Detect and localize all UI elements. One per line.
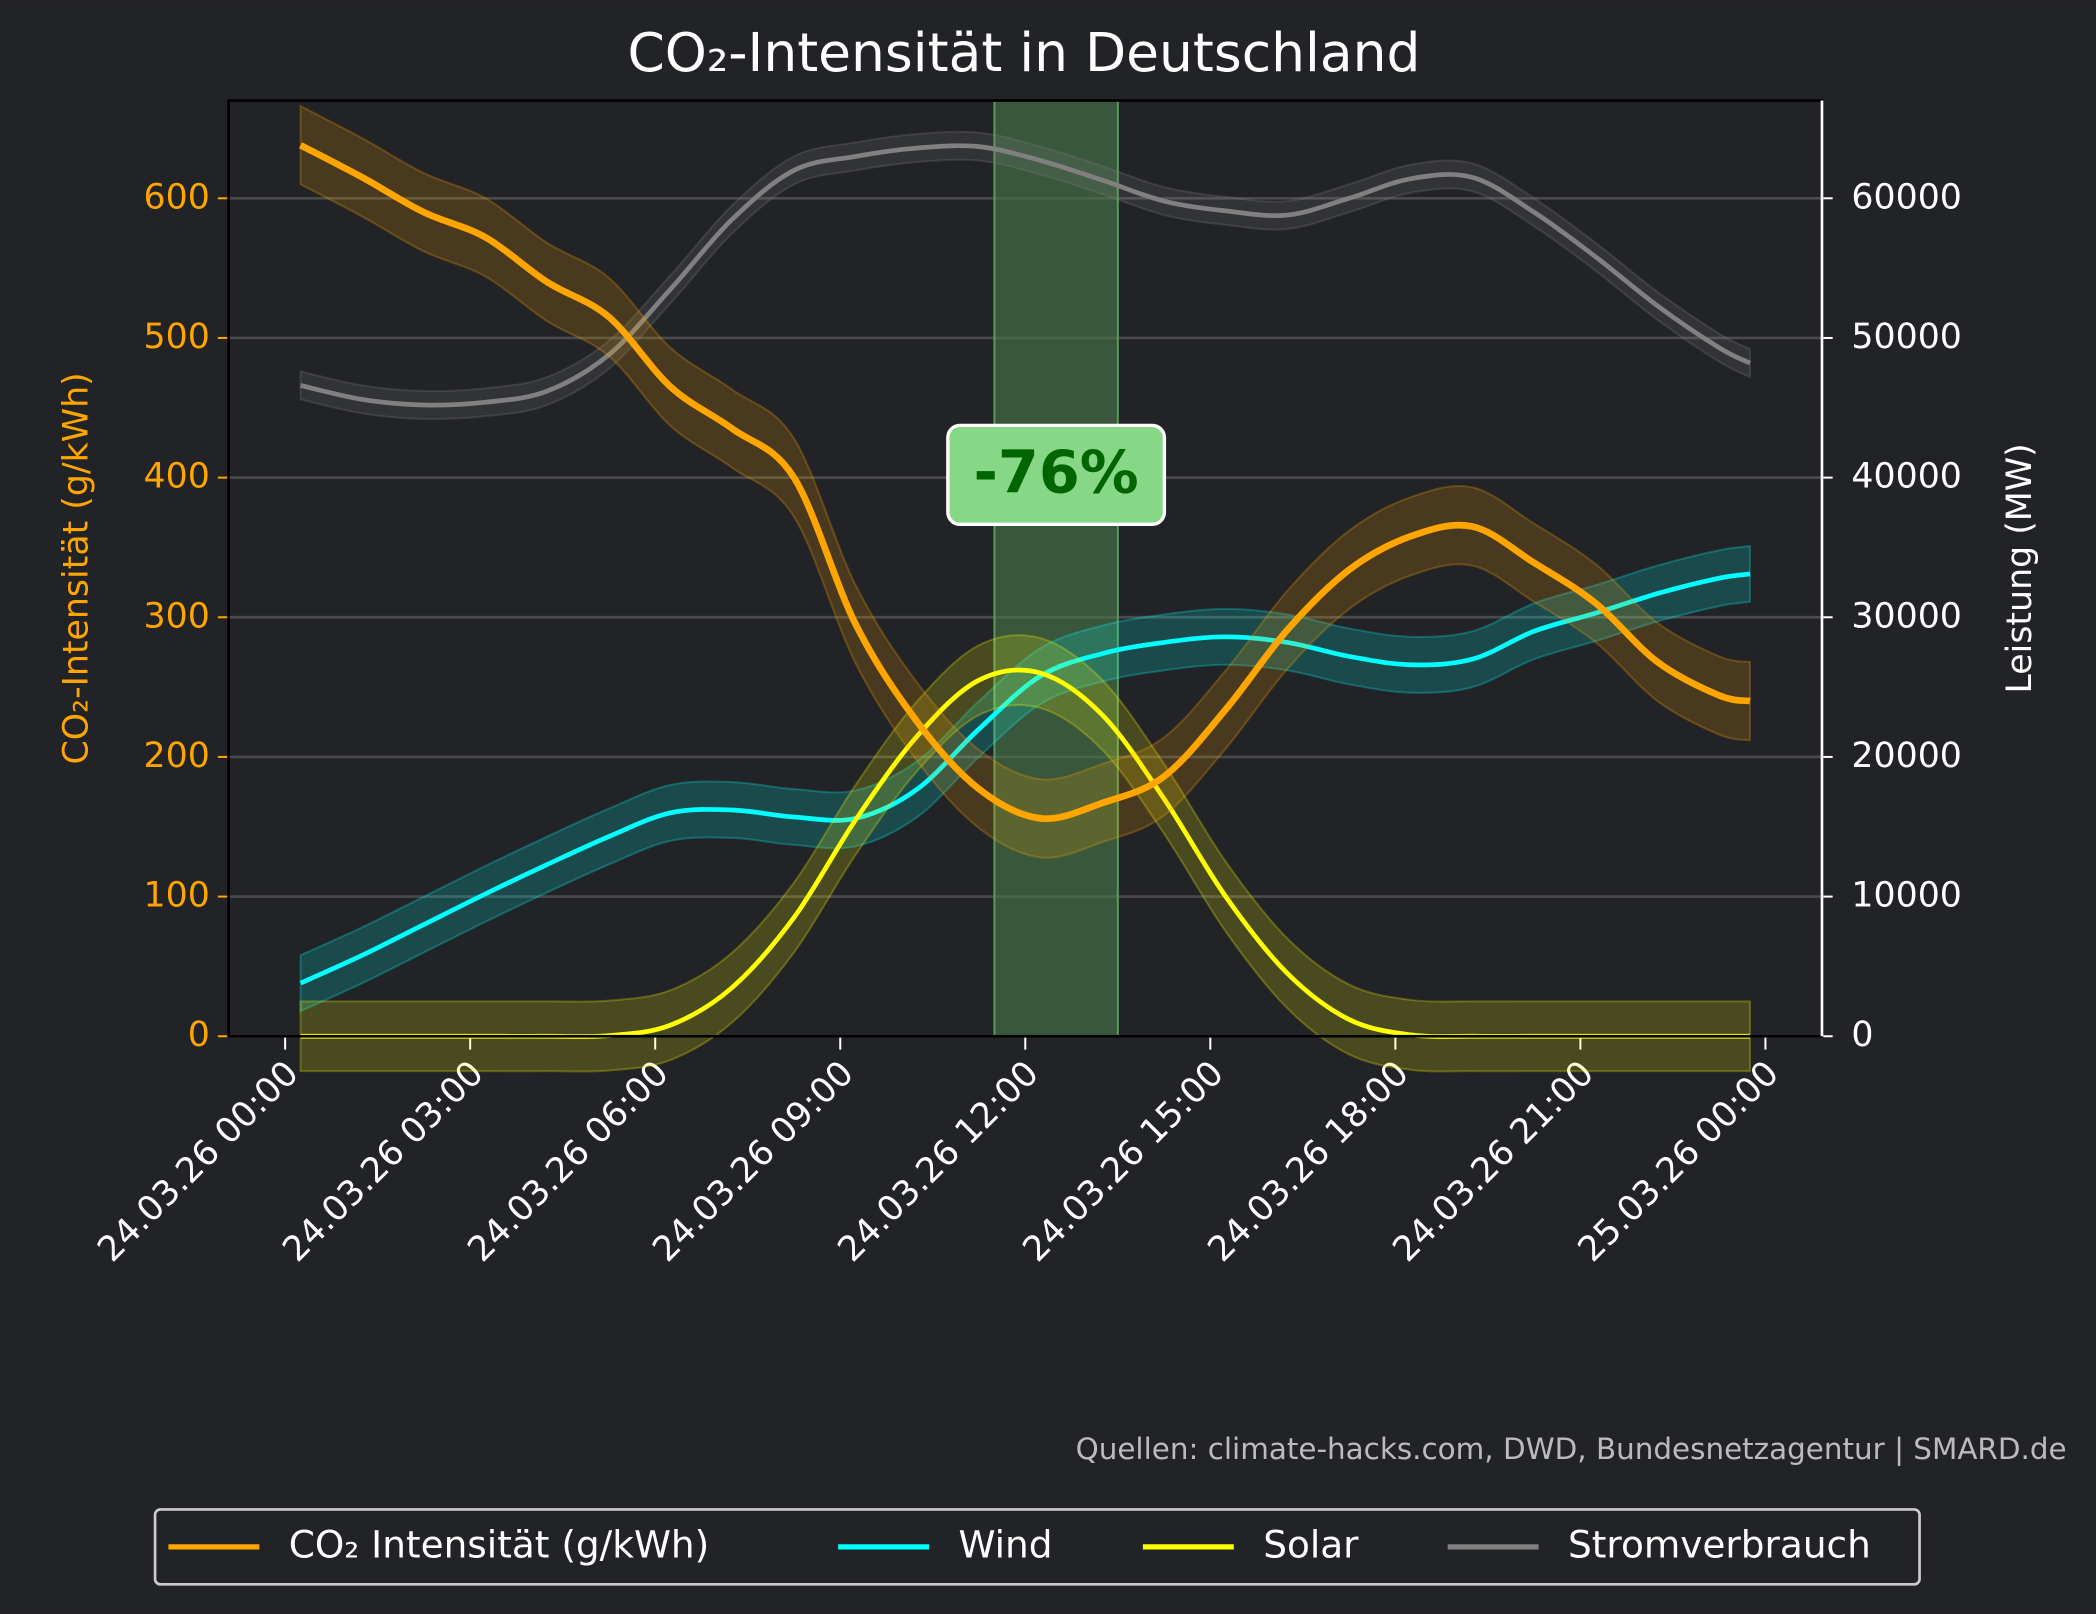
legend-label: Stromverbrauch — [1568, 1522, 1871, 1566]
y2-tick-label: 60000 — [1851, 177, 1962, 217]
series-line — [299, 571, 1751, 986]
annotation-box — [946, 423, 1167, 526]
y-tick-label: 100 — [144, 876, 210, 916]
y-tick-label: 300 — [144, 596, 210, 636]
uncertainty-band — [299, 130, 1752, 421]
y2-tick-label: 10000 — [1851, 876, 1962, 916]
legend-label: Solar — [1263, 1522, 1359, 1566]
chart-title: CO₂-Intensität in Deutschland — [627, 21, 1420, 84]
legend: CO₂ Intensität (g/kWh) Wind Solar Stromverb… — [153, 1508, 1921, 1586]
y2-tick-label: 50000 — [1851, 317, 1962, 357]
highlight-span — [993, 99, 1119, 1038]
y-tick-label: 400 — [144, 457, 210, 497]
source-note: Quellen: climate-hacks.com, DWD, Bundesn… — [1076, 1432, 2067, 1467]
legend-label: CO₂ Intensität (g/kWh) — [289, 1522, 710, 1566]
y2-tick-label: 40000 — [1851, 457, 1962, 497]
y2-axis-label: Leistung (MW) — [2000, 443, 2040, 693]
series-line — [300, 143, 1752, 408]
annotation: -76% — [974, 437, 1139, 506]
uncertainty-band — [299, 634, 1752, 1073]
y2-tick-label: 30000 — [1851, 596, 1962, 636]
y-axis-label: CO₂-Intensität (g/kWh) — [57, 372, 97, 764]
y-tick-label: 200 — [144, 736, 210, 776]
legend-box — [153, 1508, 1921, 1586]
y-tick-label: 0 — [188, 1015, 210, 1055]
y-tick-label: 600 — [144, 177, 210, 217]
y2-tick-label: 0 — [1851, 1015, 1873, 1055]
legend-label: Wind — [958, 1522, 1052, 1566]
series-line — [298, 142, 1751, 823]
uncertainty-band — [299, 104, 1752, 859]
y-tick-label: 500 — [144, 317, 210, 357]
y2-tick-label: 20000 — [1851, 736, 1962, 776]
